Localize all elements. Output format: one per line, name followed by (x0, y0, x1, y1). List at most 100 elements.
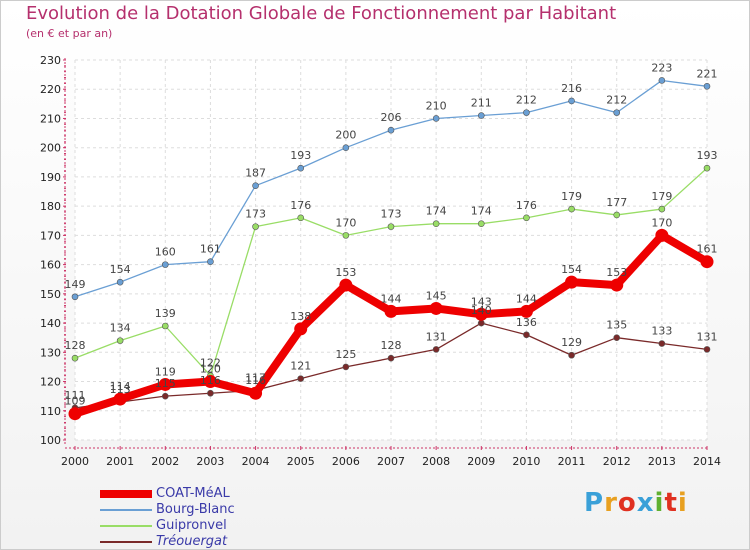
data-label-1: 221 (697, 67, 718, 80)
data-label-0: 161 (697, 243, 718, 256)
x-tick-label: 2006 (332, 455, 360, 468)
series-point-3 (523, 331, 530, 339)
data-label-2: 128 (65, 339, 86, 352)
x-tick-label: 2005 (287, 455, 315, 468)
series-point-0 (610, 278, 624, 292)
data-label-2: 174 (426, 205, 447, 218)
legend-label: Bourg-Blanc (156, 502, 235, 517)
data-label-1: 211 (471, 97, 492, 110)
data-label-3: 131 (697, 330, 718, 343)
x-tick-label: 2000 (61, 455, 89, 468)
series-point-2 (432, 220, 440, 227)
y-tick-label: 150 (40, 288, 61, 301)
series-point-3 (703, 346, 711, 353)
data-label-2: 173 (245, 208, 266, 221)
data-label-1: 149 (65, 278, 86, 291)
series-point-2 (116, 337, 124, 344)
data-label-3: 121 (290, 360, 311, 373)
data-label-0: 170 (651, 216, 672, 229)
series-point-2 (71, 354, 79, 362)
series-point-0 (655, 228, 669, 242)
legend-label: Tréouergat (156, 534, 228, 549)
series-point-0 (68, 407, 82, 421)
logo-letter: o (617, 488, 637, 518)
data-label-2: 177 (606, 196, 627, 209)
data-label-0: 153 (606, 266, 627, 279)
y-tick-label: 200 (40, 142, 61, 155)
data-label-1: 187 (245, 167, 266, 180)
series-point-3 (658, 340, 666, 347)
legend-swatch (100, 541, 152, 543)
x-tick-label: 2003 (196, 455, 224, 468)
x-tick-label: 2001 (106, 455, 134, 468)
series-point-1 (71, 293, 79, 301)
data-label-1: 161 (200, 243, 221, 256)
legend-label: COAT-MéAL (156, 486, 230, 501)
series-point-1 (432, 115, 440, 122)
data-label-3: 117 (245, 371, 266, 384)
data-label-3: 140 (471, 304, 492, 317)
axes: 100 110 120 130 140 150 160 170 180 190 200 210 220 2… (40, 54, 721, 468)
series-point-3 (207, 389, 214, 397)
series-point-1 (658, 77, 666, 84)
x-tick-label: 2011 (558, 455, 586, 468)
data-label-1: 154 (110, 263, 131, 276)
data-label-0: 119 (155, 365, 176, 378)
y-tick-label: 120 (40, 376, 61, 389)
series-point-0 (429, 301, 443, 315)
y-tick-label: 180 (40, 200, 61, 213)
data-label-0: 143 (471, 295, 492, 308)
x-tick-label: 2007 (377, 455, 405, 468)
y-tick-label: 210 (40, 112, 61, 125)
series-point-2 (342, 232, 350, 239)
plot-area (75, 60, 707, 440)
data-label-3: 128 (381, 339, 402, 352)
data-label-2: 173 (381, 208, 402, 221)
data-label-2: 134 (110, 322, 131, 335)
series-point-0 (158, 377, 172, 391)
series-point-2 (477, 220, 485, 227)
series-point-0 (249, 386, 263, 400)
series-point-1 (342, 144, 350, 151)
y-tick-label: 140 (40, 317, 61, 330)
data-label-2: 176 (290, 199, 311, 212)
x-tick-label: 2002 (151, 455, 179, 468)
logo-letter: r (604, 488, 618, 518)
x-tick-label: 2010 (512, 455, 540, 468)
data-label-0: 138 (290, 310, 311, 323)
data-label-3: 125 (335, 348, 356, 361)
data-label-1: 193 (290, 149, 311, 162)
chart-title: Evolution de la Dotation Globale de Fonc… (26, 3, 617, 24)
grid-lines (74, 59, 708, 441)
x-tick-label: 2012 (603, 455, 631, 468)
series-point-0 (565, 275, 579, 289)
logo-letter: i (654, 488, 665, 518)
series-point-2 (568, 205, 575, 213)
series-point-1 (613, 109, 621, 116)
data-label-1: 200 (335, 129, 356, 142)
series-point-1 (477, 112, 485, 119)
series-point-1 (116, 278, 124, 286)
series-point-0 (519, 304, 533, 318)
data-label-0: 109 (65, 395, 86, 408)
series-point-0 (113, 392, 127, 406)
data-label-3: 135 (606, 319, 627, 332)
series-point-2 (161, 322, 169, 330)
series-point-0 (474, 307, 488, 321)
data-label-1: 206 (381, 111, 402, 124)
series-point-1 (523, 109, 530, 116)
series-point-1 (568, 97, 575, 105)
x-tick-label: 2014 (693, 455, 721, 468)
data-label-0: 144 (381, 292, 402, 305)
data-label-1: 160 (155, 246, 176, 259)
data-label-3: 129 (561, 336, 582, 349)
series-point-3 (613, 334, 621, 341)
series-lines (68, 77, 714, 421)
data-label-3: 111 (65, 389, 86, 402)
y-tick-label: 220 (40, 83, 61, 96)
data-label-1: 216 (561, 82, 582, 95)
legend-swatch (100, 509, 152, 511)
series-point-1 (161, 261, 169, 268)
series-point-2 (523, 214, 530, 222)
